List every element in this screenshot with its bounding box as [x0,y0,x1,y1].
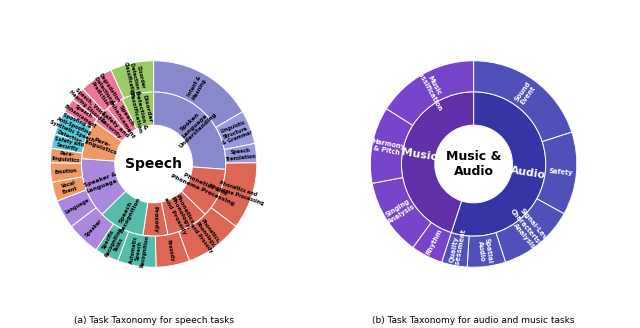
Text: Prosody: Prosody [166,239,175,261]
Text: Emotion: Emotion [54,168,77,175]
Wedge shape [372,177,431,248]
Text: Phonetics and
Phoneme Processing: Phonetics and Phoneme Processing [170,168,238,206]
Text: Speech
Translation: Speech Translation [225,148,257,162]
Text: Vocal
Event: Vocal Event [60,180,78,195]
Text: Rhythm: Rhythm [424,228,443,256]
Wedge shape [52,134,84,153]
Wedge shape [474,61,572,142]
Text: Specific
Recognition
Tasks: Specific Recognition Tasks [99,224,129,260]
Wedge shape [216,112,255,150]
Text: Linguistic
Structure
& Grammar: Linguistic Structure & Grammar [218,119,253,146]
Text: Spatial
Audio: Spatial Audio [477,237,493,265]
Text: Language: Language [64,198,90,215]
Text: Para-
linguistics: Para- linguistics [83,134,120,156]
Text: Music
Classification: Music Classification [413,62,449,112]
Text: Phonetics,
Phonology,
and Prosody: Phonetics, Phonology, and Prosody [189,216,223,253]
Wedge shape [108,99,137,134]
Text: Speech
Enhancement: Speech Enhancement [63,99,100,130]
Text: Speech, Voice,
Hearing Disorder: Speech, Voice, Hearing Disorder [68,85,110,125]
Text: Singing
Analysis: Singing Analysis [383,197,416,225]
Text: Quality
Assessment: Quality Assessment [447,227,468,273]
Text: Intent &
Meaning: Intent & Meaning [186,75,208,101]
Wedge shape [55,112,92,143]
Wedge shape [401,92,474,233]
Wedge shape [154,61,243,128]
Wedge shape [442,233,469,267]
Wedge shape [72,208,113,250]
Text: Speech
Enhancement: Speech Enhancement [107,95,140,139]
Text: (a) Task Taxonomy for speech tasks: (a) Task Taxonomy for speech tasks [74,316,234,325]
Wedge shape [156,232,189,267]
Text: Audio: Audio [510,165,547,180]
Text: Safety and
Security: Safety and Security [96,110,130,142]
Wedge shape [102,191,148,236]
Text: Music &
Audio: Music & Audio [446,150,501,178]
Wedge shape [211,163,257,226]
Wedge shape [83,70,124,112]
Wedge shape [467,233,506,267]
Wedge shape [52,177,86,201]
Text: Speaker: Speaker [84,218,103,238]
Wedge shape [161,191,205,235]
Text: Safety and
Security: Safety and Security [52,136,84,153]
Text: Signal-Level
Characteristics
Analysis: Signal-Level Characteristics Analysis [504,204,555,259]
Wedge shape [65,100,97,128]
Text: Automatic
Speech
Recognition: Automatic Speech Recognition [128,233,150,268]
Wedge shape [57,190,96,226]
Wedge shape [51,163,83,182]
Wedge shape [154,92,226,169]
Text: Music: Music [400,148,437,163]
Text: Spoken
Language
Understanding: Spoken Language Understanding [170,103,218,149]
Text: Speaker &
Language: Speaker & Language [83,172,120,194]
Text: Phonetics and
Phoneme Processing: Phonetics and Phoneme Processing [208,177,266,206]
Wedge shape [118,232,156,267]
Wedge shape [95,109,129,141]
Wedge shape [111,61,154,98]
Text: Sound
Event: Sound Event [513,80,537,106]
Text: Safety: Safety [548,168,573,176]
Text: (b) Task Taxonomy for audio and music tasks: (b) Task Taxonomy for audio and music ta… [372,316,575,325]
Text: Harmony
& Pitch: Harmony & Pitch [370,138,405,157]
Wedge shape [496,199,564,262]
Wedge shape [82,122,122,161]
Text: Para-
linguistics: Para- linguistics [52,150,81,163]
Wedge shape [122,92,154,129]
Text: Speech
Recognition: Speech Recognition [115,193,142,234]
Text: Disorder
Detection &
Classification: Disorder Detection & Classification [128,86,154,134]
Text: Speech: Speech [125,157,182,171]
Text: Spoofing &
Anti-Spoofing
Synthetic Speech
Detection: Spoofing & Anti-Spoofing Synthetic Speec… [47,109,100,149]
Wedge shape [143,202,168,236]
Wedge shape [51,148,83,163]
Text: Degradation
Detection &
Prediction: Degradation Detection & Prediction [88,72,121,110]
Wedge shape [181,167,225,215]
Wedge shape [96,224,129,261]
Wedge shape [387,61,474,125]
Wedge shape [537,132,577,214]
Wedge shape [81,159,126,215]
Text: Phonetics,
Phonology,
and Prosody: Phonetics, Phonology, and Prosody [163,191,197,235]
Wedge shape [73,89,104,119]
Wedge shape [371,109,413,183]
Wedge shape [451,92,546,236]
Wedge shape [413,222,451,262]
Wedge shape [224,143,257,163]
Wedge shape [179,208,236,261]
Text: Prosody: Prosody [152,206,158,233]
Text: Disorder
Detection &
Classification: Disorder Detection & Classification [123,59,147,98]
